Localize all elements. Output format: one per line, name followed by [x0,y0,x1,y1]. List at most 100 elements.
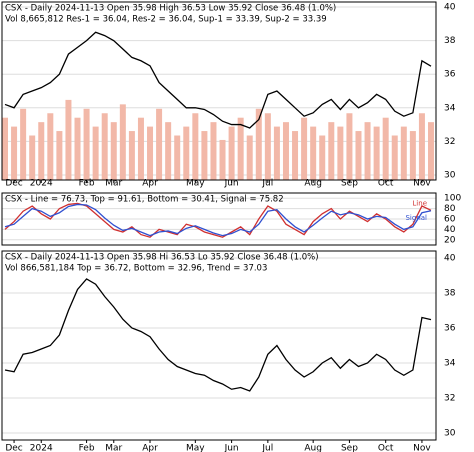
volume-bar [83,108,90,180]
volume-bar [228,126,235,180]
volume-bar [255,108,262,180]
volume-bar [11,126,18,180]
volume-bar [409,131,416,180]
volume-bar [192,113,199,180]
volume-bar [373,126,380,180]
volume-bar [346,113,353,180]
x-tick-label: Apr [142,444,158,452]
x-tick-label: May [186,179,205,189]
x-tick-label: Jun [224,444,239,452]
y-tick-label: 36 [444,70,456,80]
volume-bar [165,122,172,180]
x-tick-label: Mar [105,444,122,452]
x-tick-label: Jul [261,444,273,452]
volume-bar [74,117,81,180]
x-tick-label: Dec [5,444,22,452]
x-tick-label: Sep [341,444,358,452]
panel-frame [1,250,437,441]
volume-bar [147,126,154,180]
volume-bar [56,131,63,180]
volume-bar [337,126,344,180]
volume-bar [273,126,280,180]
volume-bar [328,122,335,180]
x-tick-label: Apr [142,179,158,189]
volume-bar [156,108,163,180]
series-label: Signal [405,214,427,222]
volume-bar [183,126,190,180]
y-tick-label: 60 [444,215,456,225]
y-tick-label: 80 [444,204,456,214]
x-tick-label: Nov [413,444,431,452]
volume-bar [47,113,54,180]
x-tick-label: 2024 [30,444,53,452]
x-tick-label: Jun [224,179,239,189]
volume-bar [29,135,36,180]
y-tick-label: 20 [444,235,456,245]
volume-bar [319,135,326,180]
price-line [4,31,432,129]
volume-bar [391,135,398,180]
volume-bar [110,122,117,180]
volume-bar [382,117,389,180]
price-line [4,202,432,238]
volume-bar [418,113,425,180]
panel-header: Vol 866,581,184 Top = 36.72, Bottom = 32… [5,264,267,274]
x-tick-label: Feb [79,179,95,189]
volume-bar [246,135,253,180]
x-tick-label: Aug [304,444,322,452]
panel-header: CSX - Daily 2024-11-13 Open 35.98 High 3… [5,4,336,14]
y-tick-label: 34 [444,359,456,369]
x-tick-label: Jul [261,179,273,189]
x-tick-label: Feb [79,444,95,452]
volume-bar [400,126,407,180]
x-tick-label: Aug [304,179,322,189]
x-tick-label: Nov [413,179,431,189]
volume-bar [355,131,362,180]
x-tick-label: 2024 [30,179,53,189]
y-tick-label: 40 [444,3,456,13]
volume-bar [20,108,27,180]
volume-bar [92,126,99,180]
volume-bar [364,122,371,180]
x-tick-label: Sep [341,179,358,189]
volume-bar [38,122,45,180]
y-tick-label: 38 [444,289,456,299]
y-tick-label: 30 [444,170,456,180]
price-line [4,278,432,392]
y-tick-label: 40 [444,254,456,264]
panel-header: Vol 8,665,812 Res-1 = 36.04, Res-2 = 36.… [5,15,327,25]
y-tick-label: 40 [444,225,456,235]
volume-bar [119,104,126,180]
x-tick-label: Mar [105,179,122,189]
y-tick-label: 36 [444,324,456,334]
volume-bar [101,113,108,180]
volume-bar [137,117,144,180]
series-label: Line [412,199,427,207]
y-tick-label: 30 [444,429,456,439]
y-tick-label: 38 [444,36,456,46]
volume-bar [310,126,317,180]
volume-bar [65,99,72,180]
x-tick-label: Dec [5,179,22,189]
volume-bar [301,117,308,180]
price-line [4,203,432,237]
y-tick-label: 32 [444,394,455,404]
volume-bar [264,113,271,180]
volume-bar [174,135,181,180]
volume-bar [210,122,217,180]
y-tick-label: 34 [444,103,456,113]
volume-bar [428,122,434,180]
panel-header: CSX - Daily 2024-11-13 Open 35.98 Hi 36.… [5,253,319,263]
panel-frame [1,192,437,246]
x-tick-label: Oct [378,444,394,452]
volume-bar [219,139,226,180]
volume-bar [237,117,244,180]
panel-frame [1,1,437,181]
volume-bar [201,131,208,180]
volume-bar [282,122,289,180]
x-tick-label: Oct [378,179,394,189]
panel-header: CSX - Line = 76.73, Top = 91.61, Bottom … [5,195,284,205]
x-tick-label: May [186,444,205,452]
volume-bar [2,117,8,180]
